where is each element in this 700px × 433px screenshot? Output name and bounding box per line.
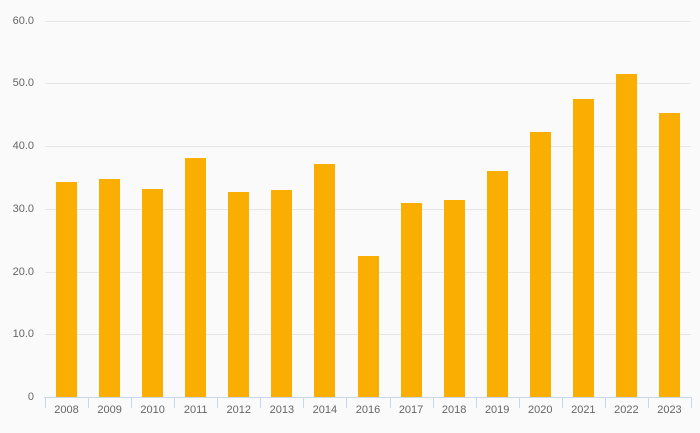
x-tick-label-2013: 2013 xyxy=(269,404,295,416)
bar-2010[interactable] xyxy=(142,188,164,398)
x-axis-tick xyxy=(217,398,219,408)
bar-2014[interactable] xyxy=(314,164,336,398)
bar-2011[interactable] xyxy=(185,157,207,398)
x-tick-label-2010: 2010 xyxy=(140,404,165,416)
x-axis-tick xyxy=(45,398,46,408)
bar-2012[interactable] xyxy=(228,192,250,398)
x-tick-label-2019: 2019 xyxy=(484,404,510,416)
x-axis-tick xyxy=(561,398,563,408)
x-axis-tick xyxy=(88,398,90,408)
bar-2017[interactable] xyxy=(400,202,422,398)
bar-2023[interactable] xyxy=(658,112,680,398)
bar-2009[interactable] xyxy=(99,178,121,398)
bar-2008[interactable] xyxy=(56,181,78,398)
x-axis-tick xyxy=(691,398,692,408)
x-axis-tick xyxy=(647,398,649,408)
gridline-60 xyxy=(45,20,691,22)
y-tick-label-0: 0 xyxy=(27,391,34,403)
x-tick-label-2008: 2008 xyxy=(54,404,79,416)
x-tick-label-2009: 2009 xyxy=(97,404,122,416)
gridline-30 xyxy=(45,208,691,210)
x-axis-tick xyxy=(432,398,434,408)
x-axis-tick xyxy=(260,398,262,408)
y-tick-label-50: 50.0 xyxy=(12,77,34,90)
bar-2022[interactable] xyxy=(615,73,637,398)
x-axis-tick xyxy=(475,398,477,408)
x-tick-label-2023: 2023 xyxy=(657,404,682,416)
bar-2020[interactable] xyxy=(529,132,551,398)
x-axis-tick xyxy=(174,398,176,408)
x-axis-tick xyxy=(303,398,305,408)
x-axis-tick xyxy=(518,398,520,408)
bar-2021[interactable] xyxy=(572,98,594,398)
x-axis-tick xyxy=(346,398,348,408)
bar-2016[interactable] xyxy=(357,256,379,398)
plot-area xyxy=(45,20,691,398)
x-tick-label-2021: 2021 xyxy=(571,404,596,416)
x-axis-tick xyxy=(389,398,391,408)
y-tick-label-30: 30.0 xyxy=(12,202,34,215)
x-tick-label-2022: 2022 xyxy=(614,404,639,416)
x-tick-label-2016: 2016 xyxy=(355,404,381,416)
y-tick-label-60: 60.0 xyxy=(12,14,34,27)
x-axis-tick xyxy=(604,398,606,408)
y-tick-label-40: 40.0 xyxy=(12,140,34,152)
gridline-40 xyxy=(45,146,691,147)
x-tick-label-2020: 2020 xyxy=(528,404,553,416)
x-axis-tick xyxy=(131,398,133,408)
x-tick-label-2017: 2017 xyxy=(398,404,424,416)
bar-2019[interactable] xyxy=(486,170,508,398)
x-tick-label-2012: 2012 xyxy=(226,404,252,416)
bar-2013[interactable] xyxy=(271,190,293,398)
x-tick-label-2011: 2011 xyxy=(183,404,208,416)
y-tick-label-20: 20.0 xyxy=(12,265,34,278)
x-tick-label-2014: 2014 xyxy=(312,404,338,416)
bar-2018[interactable] xyxy=(443,200,465,398)
x-axis-line xyxy=(44,397,692,398)
gridline-50 xyxy=(45,83,691,85)
x-tick-label-2018: 2018 xyxy=(441,404,467,416)
y-tick-label-10: 10.0 xyxy=(12,328,34,341)
